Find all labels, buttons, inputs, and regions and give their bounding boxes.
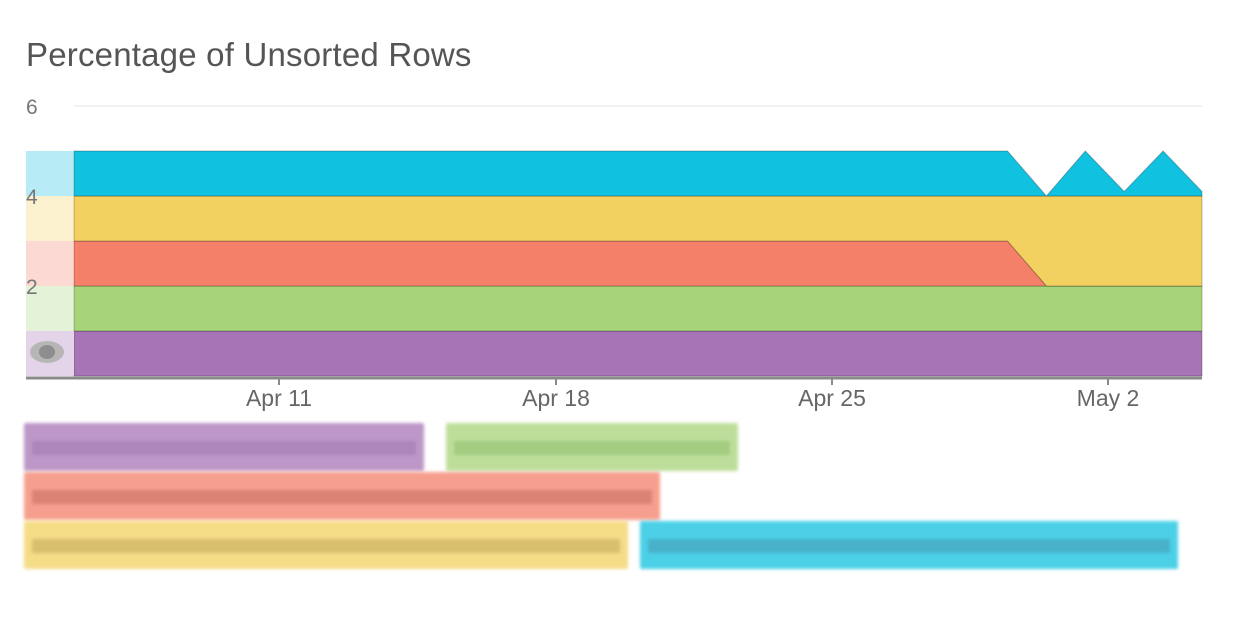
chart-title: Percentage of Unsorted Rows [26,36,472,73]
legend [0,415,1242,605]
legend-item[interactable] [24,521,628,569]
area-series-4[interactable] [73,150,1203,197]
y-tick-label: 2 [26,276,38,299]
legend-item[interactable] [640,521,1178,569]
y-tick-label: 4 [26,186,38,209]
series-chip-1 [26,286,74,331]
chart-areas [26,150,1203,380]
area-series-1[interactable] [73,285,1203,332]
series-chip-2 [26,241,74,286]
x-tick-label: Apr 18 [522,385,590,411]
eye-icon [30,341,64,363]
legend-item[interactable] [446,423,738,471]
legend-item[interactable] [24,423,424,471]
x-axis: Apr 11 Apr 18 Apr 25 May 2 [246,378,1139,411]
legend-item[interactable] [24,472,660,520]
series-chip-3 [26,196,74,241]
y-axis: 2 4 6 [26,96,38,299]
series-visibility-toggle[interactable] [26,331,74,375]
x-tick-label: Apr 11 [246,385,312,411]
series-chip-4 [26,151,74,196]
x-tick-label: Apr 25 [798,385,866,411]
stacked-area-chart: 2 4 6 Apr 11 Apr 18 Apr 25 May 2 [26,96,1203,411]
area-series-0[interactable] [73,330,1203,377]
y-tick-label: 6 [26,96,38,119]
x-tick-label: May 2 [1077,385,1140,411]
